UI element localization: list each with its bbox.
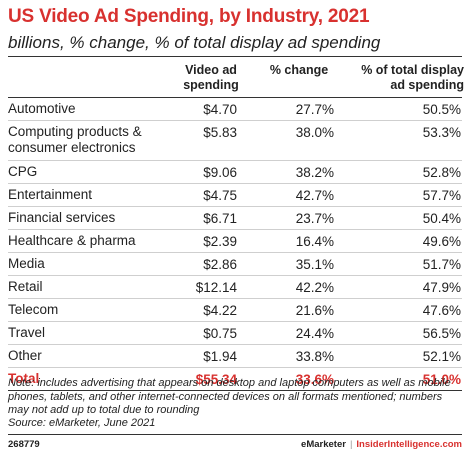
industry-cell: CPG [8, 164, 38, 179]
column-header-spending: Video ad spending [183, 63, 239, 92]
top-rule [8, 56, 462, 57]
table-row: Retail $12.14 42.2% 47.9% [8, 276, 462, 299]
brand-emarketer: eMarketer [301, 439, 346, 450]
total-row: Total $55.34 33.6% 51.0% [8, 368, 462, 391]
industry-cell: Travel [8, 325, 46, 340]
table-row: CPG $9.06 38.2% 52.8% [8, 161, 462, 184]
chart-id: 268779 [8, 439, 40, 450]
table-row: Computing products & consumer electronic… [8, 121, 462, 161]
industry-cell: Other [8, 348, 42, 363]
spending-cell: $1.94 [203, 349, 237, 364]
industry-cell: Total [8, 371, 40, 386]
industry-cell: Entertainment [8, 187, 93, 202]
change-cell: 42.7% [295, 188, 334, 203]
spending-cell: $4.75 [203, 188, 237, 203]
table-row: Automotive $4.70 27.7% 50.5% [8, 98, 462, 121]
change-cell: 35.1% [295, 257, 334, 272]
change-cell: 16.4% [295, 234, 334, 249]
change-cell: 42.2% [295, 280, 334, 295]
spending-cell: $12.14 [195, 280, 237, 295]
change-cell: 38.2% [295, 165, 334, 180]
source-line: Source: eMarketer, June 2021 [8, 417, 156, 429]
footer-brand: eMarketer | InsiderIntelligence.com [301, 439, 462, 450]
table-row: Financial services $6.71 23.7% 50.4% [8, 207, 462, 230]
change-cell: 23.7% [295, 211, 334, 226]
industry-cell: Telecom [8, 302, 59, 317]
share-cell: 51.0% [422, 372, 461, 387]
industry-cell: Retail [8, 279, 43, 294]
share-cell: 56.5% [422, 326, 461, 341]
spending-cell: $2.39 [203, 234, 237, 249]
share-cell: 47.6% [422, 303, 461, 318]
spending-cell: $9.06 [203, 165, 237, 180]
share-cell: 50.5% [422, 102, 461, 117]
share-cell: 52.8% [422, 165, 461, 180]
industry-cell: Healthcare & pharma [8, 233, 136, 248]
chart-title: US Video Ad Spending, by Industry, 2021 [8, 6, 370, 27]
table-row: Healthcare & pharma $2.39 16.4% 49.6% [8, 230, 462, 253]
column-header-change: % change [269, 63, 329, 77]
spending-cell: $2.86 [203, 257, 237, 272]
table-row: Media $2.86 35.1% 51.7% [8, 253, 462, 276]
share-cell: 47.9% [422, 280, 461, 295]
spending-cell: $4.70 [203, 102, 237, 117]
share-cell: 49.6% [422, 234, 461, 249]
change-cell: 21.6% [295, 303, 334, 318]
industry-cell: Computing products & consumer electronic… [8, 124, 142, 155]
spending-cell: $4.22 [203, 303, 237, 318]
share-cell: 57.7% [422, 188, 461, 203]
change-cell: 27.7% [295, 102, 334, 117]
change-cell: 24.4% [295, 326, 334, 341]
share-cell: 52.1% [422, 349, 461, 364]
spending-cell: $5.83 [203, 125, 237, 140]
brand-insiderintelligence: InsiderIntelligence.com [356, 439, 462, 450]
table-row: Travel $0.75 24.4% 56.5% [8, 322, 462, 345]
chart-subtitle: billions, % change, % of total display a… [8, 33, 381, 52]
column-header-share: % of total display ad spending [361, 63, 464, 92]
spending-cell: $6.71 [203, 211, 237, 226]
share-cell: 50.4% [422, 211, 461, 226]
table-row: Other $1.94 33.8% 52.1% [8, 345, 462, 368]
spending-cell: $55.34 [195, 372, 237, 387]
bottom-rule [8, 434, 462, 435]
industry-cell: Media [8, 256, 45, 271]
spending-cell: $0.75 [203, 326, 237, 341]
table-body: Automotive $4.70 27.7% 50.5% Computing produ… [8, 98, 462, 391]
header-rule [8, 97, 462, 98]
footnote: Note: includes advertising that appears … [8, 377, 451, 416]
share-cell: 51.7% [422, 257, 461, 272]
table-row: Telecom $4.22 21.6% 47.6% [8, 299, 462, 322]
industry-cell: Automotive [8, 101, 76, 116]
share-cell: 53.3% [422, 125, 461, 140]
change-cell: 33.6% [295, 372, 334, 387]
brand-separator: | [349, 439, 353, 450]
table-row: Entertainment $4.75 42.7% 57.7% [8, 184, 462, 207]
change-cell: 33.8% [295, 349, 334, 364]
industry-cell: Financial services [8, 210, 116, 225]
change-cell: 38.0% [295, 125, 334, 140]
